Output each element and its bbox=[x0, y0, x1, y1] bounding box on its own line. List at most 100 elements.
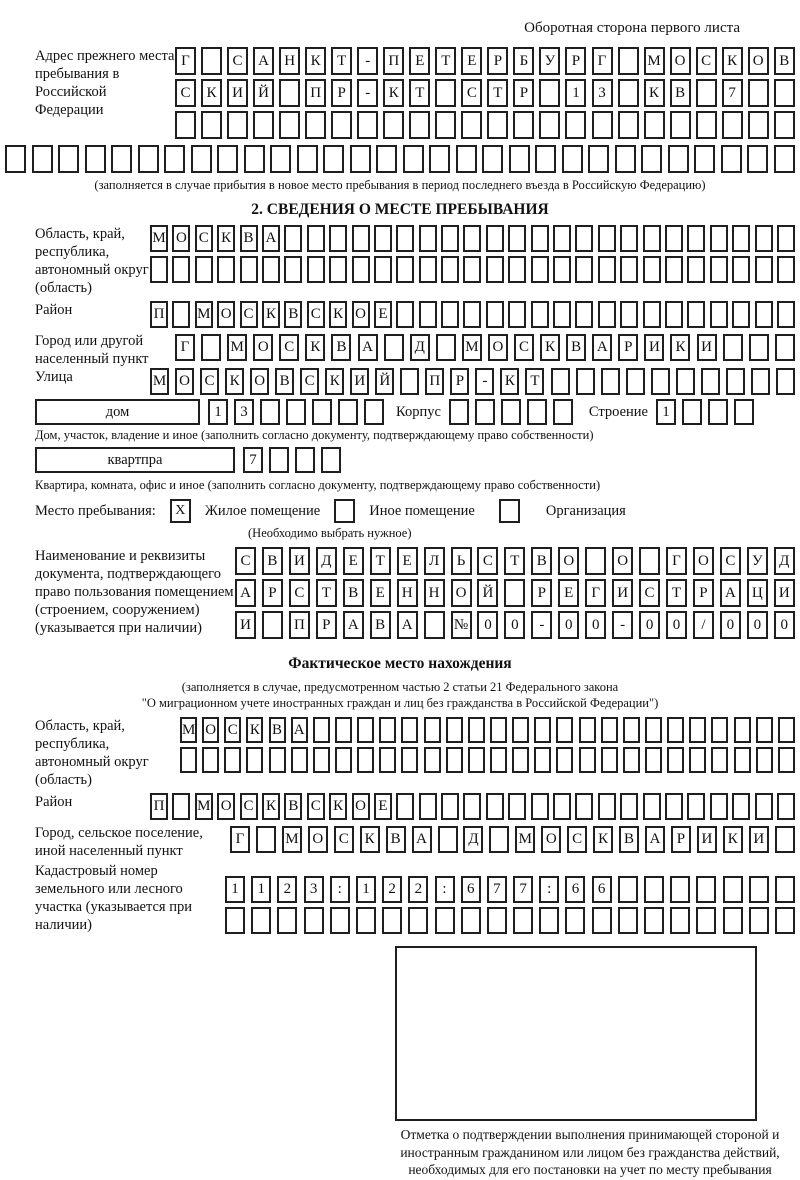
char-box[interactable] bbox=[460, 907, 481, 934]
char-box[interactable] bbox=[553, 793, 572, 820]
char-box[interactable]: К bbox=[722, 826, 743, 853]
char-box[interactable] bbox=[670, 876, 691, 903]
char-box[interactable] bbox=[707, 399, 728, 425]
char-box[interactable] bbox=[489, 747, 507, 773]
char-box[interactable]: Р bbox=[261, 579, 283, 607]
char-box[interactable]: О bbox=[253, 334, 274, 361]
char-box[interactable]: 3 bbox=[303, 876, 324, 903]
char-box[interactable]: К bbox=[670, 334, 691, 361]
char-box[interactable] bbox=[217, 145, 239, 173]
char-box[interactable] bbox=[575, 225, 594, 252]
char-box[interactable]: 6 bbox=[565, 876, 586, 903]
char-box[interactable]: Й bbox=[477, 579, 499, 607]
char-box[interactable]: Т bbox=[504, 547, 526, 575]
char-box[interactable] bbox=[617, 47, 639, 75]
char-box[interactable]: : bbox=[434, 876, 455, 903]
checkbox-organization[interactable] bbox=[498, 499, 520, 523]
char-box[interactable]: К bbox=[261, 793, 280, 820]
char-box[interactable] bbox=[268, 747, 286, 773]
char-box[interactable]: В bbox=[275, 368, 295, 395]
char-box[interactable] bbox=[720, 145, 742, 173]
char-box[interactable] bbox=[111, 145, 133, 173]
char-box[interactable] bbox=[418, 301, 437, 328]
char-box[interactable] bbox=[482, 145, 504, 173]
char-box[interactable] bbox=[687, 793, 706, 820]
char-box[interactable] bbox=[323, 145, 345, 173]
char-box[interactable] bbox=[622, 717, 640, 743]
char-box[interactable] bbox=[617, 79, 639, 107]
char-box[interactable]: О bbox=[307, 826, 328, 853]
char-box[interactable] bbox=[423, 747, 441, 773]
char-box[interactable]: 2 bbox=[277, 876, 298, 903]
char-box[interactable] bbox=[401, 717, 419, 743]
char-box[interactable] bbox=[620, 256, 639, 283]
char-box[interactable]: А bbox=[645, 826, 665, 853]
char-box[interactable] bbox=[539, 79, 561, 107]
char-box[interactable]: 0 bbox=[746, 611, 768, 639]
char-box[interactable] bbox=[553, 256, 572, 283]
char-box[interactable] bbox=[489, 717, 507, 743]
char-box[interactable] bbox=[467, 747, 485, 773]
char-box[interactable]: 1 bbox=[355, 876, 376, 903]
char-box[interactable]: К bbox=[643, 79, 665, 107]
char-box[interactable] bbox=[201, 111, 223, 139]
char-box[interactable]: - bbox=[357, 47, 379, 75]
char-box[interactable] bbox=[754, 301, 773, 328]
char-box[interactable] bbox=[755, 747, 773, 773]
char-box[interactable]: О bbox=[172, 225, 191, 252]
char-box[interactable] bbox=[530, 793, 549, 820]
char-box[interactable]: А bbox=[719, 579, 741, 607]
char-box[interactable] bbox=[402, 145, 424, 173]
char-box[interactable] bbox=[600, 747, 618, 773]
char-box[interactable] bbox=[396, 301, 415, 328]
char-box[interactable]: И bbox=[748, 826, 769, 853]
char-box[interactable] bbox=[755, 717, 773, 743]
char-box[interactable]: К bbox=[721, 47, 743, 75]
char-box[interactable] bbox=[600, 368, 620, 395]
char-box[interactable] bbox=[487, 111, 509, 139]
char-box[interactable] bbox=[725, 368, 745, 395]
char-box[interactable] bbox=[722, 907, 743, 934]
char-box[interactable] bbox=[565, 907, 586, 934]
char-box[interactable]: Р bbox=[565, 47, 587, 75]
char-box[interactable] bbox=[776, 301, 795, 328]
char-box[interactable] bbox=[150, 256, 168, 283]
char-box[interactable]: П bbox=[288, 611, 310, 639]
char-box[interactable] bbox=[709, 301, 728, 328]
char-box[interactable] bbox=[364, 399, 384, 425]
char-box[interactable]: А bbox=[290, 717, 308, 743]
char-box[interactable]: С bbox=[514, 334, 535, 361]
char-box[interactable]: И bbox=[612, 579, 634, 607]
char-box[interactable] bbox=[408, 907, 429, 934]
char-box[interactable]: Р bbox=[531, 579, 553, 607]
char-box[interactable]: 7 bbox=[243, 447, 263, 473]
char-box[interactable] bbox=[290, 747, 308, 773]
char-box[interactable] bbox=[600, 717, 618, 743]
char-box[interactable]: Р bbox=[487, 47, 509, 75]
char-box[interactable] bbox=[180, 747, 197, 773]
char-box[interactable]: К bbox=[225, 368, 245, 395]
char-box[interactable] bbox=[448, 399, 469, 425]
char-box[interactable] bbox=[530, 301, 549, 328]
char-box[interactable] bbox=[284, 225, 303, 252]
char-box[interactable] bbox=[202, 747, 220, 773]
char-box[interactable] bbox=[261, 611, 283, 639]
char-box[interactable] bbox=[754, 793, 773, 820]
char-box[interactable] bbox=[711, 747, 729, 773]
char-box[interactable] bbox=[172, 301, 191, 328]
char-box[interactable] bbox=[777, 717, 795, 743]
char-box[interactable]: О bbox=[669, 47, 691, 75]
char-box[interactable]: О bbox=[202, 717, 220, 743]
char-box[interactable]: В bbox=[385, 826, 406, 853]
char-box[interactable] bbox=[578, 747, 596, 773]
char-box[interactable]: Е bbox=[342, 547, 364, 575]
char-box[interactable] bbox=[773, 145, 795, 173]
char-box[interactable]: И bbox=[773, 579, 795, 607]
char-box[interactable] bbox=[423, 717, 441, 743]
char-box[interactable]: С bbox=[239, 301, 258, 328]
char-box[interactable] bbox=[396, 225, 415, 252]
char-box[interactable]: Б bbox=[513, 47, 535, 75]
char-box[interactable] bbox=[441, 225, 460, 252]
char-box[interactable] bbox=[722, 334, 743, 361]
char-box[interactable] bbox=[295, 447, 315, 473]
